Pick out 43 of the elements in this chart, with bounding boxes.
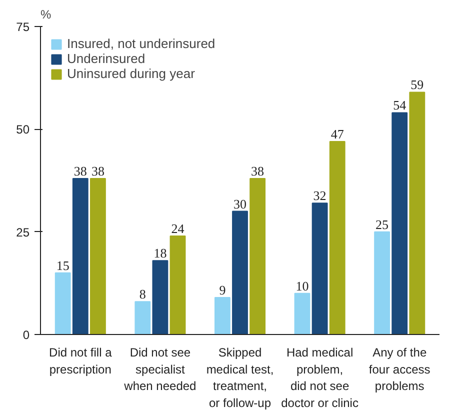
bar — [392, 112, 408, 334]
bar — [374, 231, 390, 334]
bar — [72, 178, 88, 334]
y-tick-label: 25 — [16, 225, 30, 240]
data-label: 8 — [139, 286, 146, 302]
legend-label: Uninsured during year — [67, 66, 195, 81]
data-label: 18 — [154, 246, 167, 261]
data-label: 38 — [251, 163, 264, 178]
x-tick-label: Did not see specialist when needed — [123, 346, 196, 394]
legend-label: Underinsured — [67, 51, 146, 66]
data-label: 54 — [393, 98, 407, 113]
x-tick-label: Any of the four access problems — [368, 346, 430, 394]
data-label: 15 — [56, 258, 70, 273]
y-tick-label: 0 — [22, 328, 30, 342]
y-tick-label: 50 — [16, 122, 30, 137]
data-label: 9 — [219, 282, 226, 298]
bar — [312, 202, 328, 334]
data-label: 38 — [74, 163, 87, 178]
x-tick-label: Skipped medical test, treatment, or follow-up — [206, 346, 274, 410]
data-label: 30 — [234, 196, 246, 212]
data-label: 24 — [171, 220, 185, 236]
bar — [409, 92, 426, 334]
bar — [329, 140, 346, 334]
data-label: 32 — [313, 188, 326, 204]
bar — [214, 297, 230, 334]
x-tick-label: Did not fill a prescription — [49, 346, 112, 376]
bar — [54, 272, 71, 334]
bar — [250, 178, 266, 334]
data-label: 38 — [91, 163, 104, 178]
bar — [170, 235, 186, 334]
x-tick-label: Had medical problem, did not see doctor or clinic — [281, 346, 358, 410]
bar — [232, 210, 248, 334]
y-axis-title: % — [40, 8, 52, 22]
data-label: 47 — [330, 126, 344, 142]
data-label: 59 — [410, 77, 424, 92]
bar — [152, 260, 168, 334]
data-label: 10 — [296, 278, 309, 294]
y-tick-label: 75 — [16, 20, 30, 34]
bar — [90, 178, 106, 334]
data-label: 25 — [376, 216, 389, 232]
bar — [294, 292, 310, 334]
legend-label: Insured, not underinsured — [67, 36, 216, 51]
bar — [134, 301, 151, 334]
